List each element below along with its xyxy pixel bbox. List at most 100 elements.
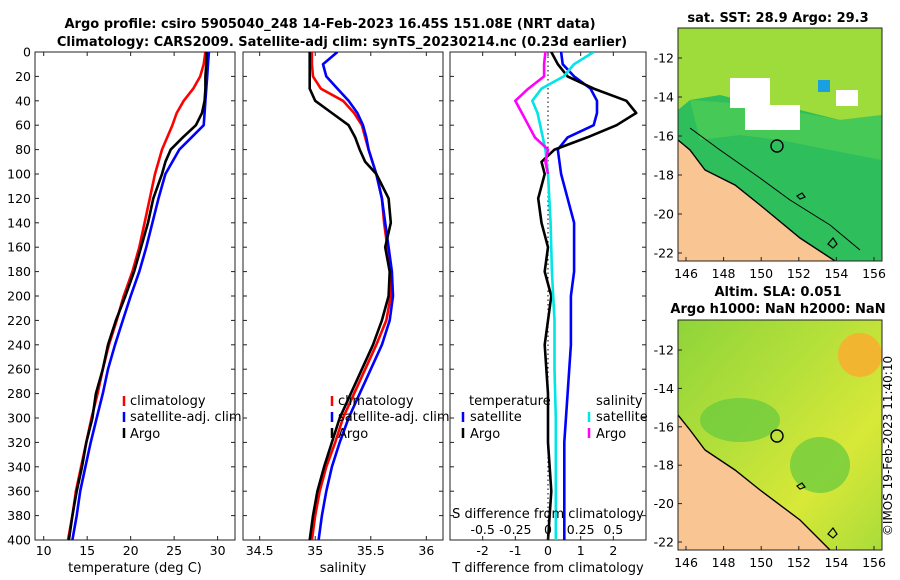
map-x-tick-label: 156 [862,266,886,281]
depth-tick-label: 220 [7,313,31,328]
map-x-tick-label: 154 [824,555,848,570]
argo-float-marker [770,429,784,443]
map-x-tick-label: 146 [674,266,698,281]
map-y-tick-label: -18 [654,168,674,183]
sla-map-frame [677,319,883,551]
sla-map-title-line1: Altim. SLA: 0.051 [715,285,842,300]
legend-t-argo: Argo [470,427,500,442]
x-tick-label: 10 [36,543,52,558]
salinity-legend: climatology satellite-adj. clim Argo [330,394,450,442]
x-axis-ticks: 10 15 20 25 30 34.5 35 35.5 36 -2 -1 0 1 2-0.5 -0.25 0 0… [36,52,623,558]
series-argo [67,52,208,540]
legend-argo: Argo [338,427,368,442]
legend-s-satellite: satellite [596,410,648,425]
map-y-tick-label: -20 [654,207,674,222]
top-tick-label: -0.25 [499,522,531,537]
watermark: ©IMOS 19-Feb-2023 11:40:10 [881,356,895,536]
depth-axis: 0 20 40 60 80 100 120 140 160 180 200 220 240 260 280 3… [7,45,646,548]
sst-map-frame [677,27,883,262]
top-tick-label: 0.25 [567,522,595,537]
temperature-xlabel: temperature (deg C) [68,561,202,576]
legend-argo: Argo [130,427,160,442]
map-y-tick-label: -14 [654,90,674,105]
series-argo [308,52,393,540]
series-salinity-satellite [530,52,595,540]
x-tick-label: 35 [307,543,323,558]
map-x-tick-label: 154 [824,266,848,281]
legend-climatology: climatology [130,394,206,409]
depth-tick-label: 340 [7,459,31,474]
depth-tick-label: 40 [15,93,31,108]
x-tick-label: -1 [509,543,521,558]
map-y-tick-label: -12 [654,51,674,66]
sla-low-anomaly [790,437,850,493]
depth-tick-label: 380 [7,508,31,523]
sla-low-anomaly [700,398,780,442]
sla-high-anomaly [838,333,882,377]
x-tick-label: 36 [418,543,434,558]
depth-tick-label: 200 [7,289,31,304]
top-tick-label: 0.5 [603,522,623,537]
temperature-lines [66,52,211,540]
series-satellite-adj-clim [71,52,211,540]
x-tick-label: 25 [166,543,182,558]
x-tick-label: 34.5 [246,543,274,558]
map-y-tick-label: -16 [654,419,674,434]
map-y-tick-label: -16 [654,129,674,144]
depth-tick-label: 260 [7,362,31,377]
map-y-tick-label: -22 [654,246,674,261]
depth-tick-label: 0 [23,45,31,60]
depth-tick-label: 180 [7,264,31,279]
sst-map-ticks: 146 148 150 152 154 156 -12 -14 -16 -18 -20 -22 [654,51,886,282]
sst-cloud-gap [730,78,770,108]
map-y-tick-label: -12 [654,343,674,358]
depth-tick-label: 80 [15,142,31,157]
legend-t-satellite: satellite [470,410,522,425]
sla-land [678,415,830,550]
map-x-tick-label: 152 [787,266,811,281]
sla-map [678,320,882,550]
depth-tick-label: 320 [7,435,31,450]
salinity-lines [308,52,395,540]
depth-tick-label: 120 [7,191,31,206]
salinity-xlabel: salinity [320,561,367,576]
x-tick-label: 15 [79,543,95,558]
difference-lines [513,52,638,540]
depth-tick-label: 100 [7,167,31,182]
argo-float-marker [770,139,784,153]
map-x-tick-label: 152 [787,555,811,570]
x-tick-label: 35.5 [357,543,385,558]
map-y-tick-label: -22 [654,535,674,550]
series-climatology [66,52,207,540]
series-satellite-adj-clim [317,52,395,540]
series-temperature-argo [536,52,638,540]
sst-reef [796,192,838,249]
x-tick-label: 2 [609,543,617,558]
depth-tick-label: 300 [7,411,31,426]
map-x-tick-label: 150 [749,555,773,570]
depth-tick-label: 400 [7,533,31,548]
x-tick-label: 20 [123,543,139,558]
sla-coastline [678,414,831,550]
sst-cloud-gap [745,105,800,130]
difference-top-label: S difference from climatology [452,507,644,522]
map-x-tick-label: 148 [712,555,736,570]
sla-map-ticks: 146 148 150 152 154 156 -12 -14 -16 -18 -20 -22 [654,343,886,571]
depth-tick-label: 280 [7,386,31,401]
top-tick-label: 0 [544,522,552,537]
legend-climatology: climatology [338,394,414,409]
figure-title-line2: Climatology: CARS2009. Satellite-adj cli… [57,35,627,50]
map-x-tick-label: 156 [862,555,886,570]
map-x-tick-label: 150 [749,266,773,281]
legend-salinity-title: salinity [596,394,643,409]
x-tick-label: 1 [577,543,585,558]
sst-coastline [678,139,836,261]
legend-temperature-title: temperature [469,394,551,409]
series-temperature-satellite [556,52,599,540]
sla-reef [796,482,838,539]
legend-satellite-adj: satellite-adj. clim [338,410,450,425]
depth-tick-label: 240 [7,337,31,352]
figure-title-line1: Argo profile: csiro 5905040_248 14-Feb-2… [64,17,595,32]
map-y-tick-label: -14 [654,381,674,396]
depth-tick-label: 20 [15,69,31,84]
